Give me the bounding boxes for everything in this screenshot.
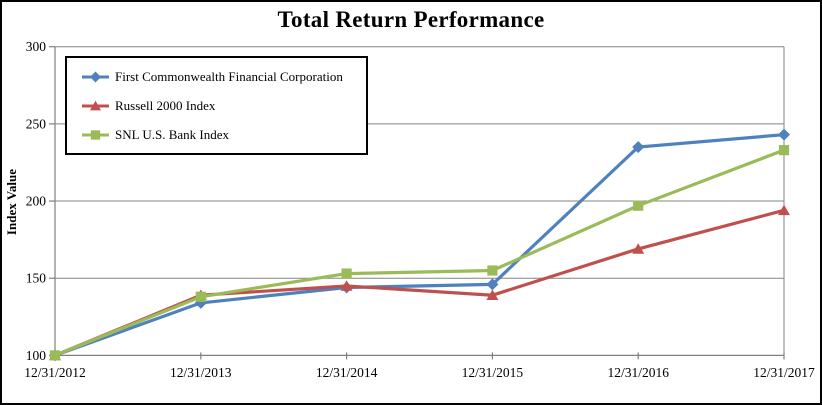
y-axis-label: Index Value	[4, 168, 19, 236]
y-tick-label-150: 150	[26, 271, 47, 286]
series-2-marker-2	[341, 268, 352, 279]
legend-swatch-square-icon	[82, 128, 109, 142]
x-tick-label-5: 12/31/2017	[753, 365, 815, 380]
series-2-marker-5	[778, 145, 790, 156]
x-tick-label-3: 12/31/2015	[462, 365, 524, 380]
legend-marker-square-icon	[82, 129, 109, 140]
y-tick-label-300: 300	[26, 39, 47, 54]
series-1-marker-3	[486, 289, 499, 301]
series-line-2	[54, 148, 785, 357]
y-tick-label-100: 100	[26, 348, 47, 363]
series-1-marker-2	[340, 280, 353, 291]
legend-item-snl-bank: SNL U.S. Bank Index	[82, 127, 362, 143]
series-0-marker-3	[486, 278, 499, 291]
series-line-1	[54, 208, 785, 357]
x-tick-label-0: 12/31/2012	[24, 365, 86, 380]
series-2-marker-4	[633, 200, 644, 211]
legend-label: Russell 2000 Index	[115, 97, 216, 113]
legend-marker	[90, 129, 101, 140]
chart-title: Total Return Performance	[277, 7, 545, 32]
legend-marker	[90, 71, 101, 82]
legend-marker	[90, 100, 101, 110]
legend-swatch-triangle-icon	[82, 99, 109, 113]
legend: First Commonwealth Financial Corporation…	[65, 56, 368, 155]
x-tick-label-1: 12/31/2013	[170, 365, 232, 380]
series-line-0	[54, 133, 785, 357]
legend-item-russell-2000: Russell 2000 Index	[82, 98, 362, 114]
legend-swatch-diamond-icon	[82, 70, 109, 84]
series-1-marker-5	[778, 204, 790, 216]
legend-label: First Commonwealth Financial Corporation	[115, 68, 343, 84]
series-0-marker-4	[632, 141, 645, 154]
y-tick-label-200: 200	[26, 194, 47, 209]
series-1-marker-4	[632, 243, 645, 254]
series-2-marker-0	[49, 350, 61, 361]
y-tick-label-250: 250	[26, 116, 47, 131]
series-2-marker-3	[487, 265, 498, 276]
legend-item-first-commonwealth: First Commonwealth Financial Corporation	[82, 69, 362, 85]
x-tick-label-2: 12/31/2014	[316, 365, 378, 380]
series-2-marker-1	[195, 291, 206, 302]
legend-label: SNL U.S. Bank Index	[115, 126, 229, 142]
legend-marker-triangle-icon	[82, 100, 109, 110]
legend-marker-diamond-icon	[82, 71, 109, 82]
series-0-marker-5	[778, 128, 790, 141]
x-tick-label-4: 12/31/2016	[607, 365, 669, 380]
